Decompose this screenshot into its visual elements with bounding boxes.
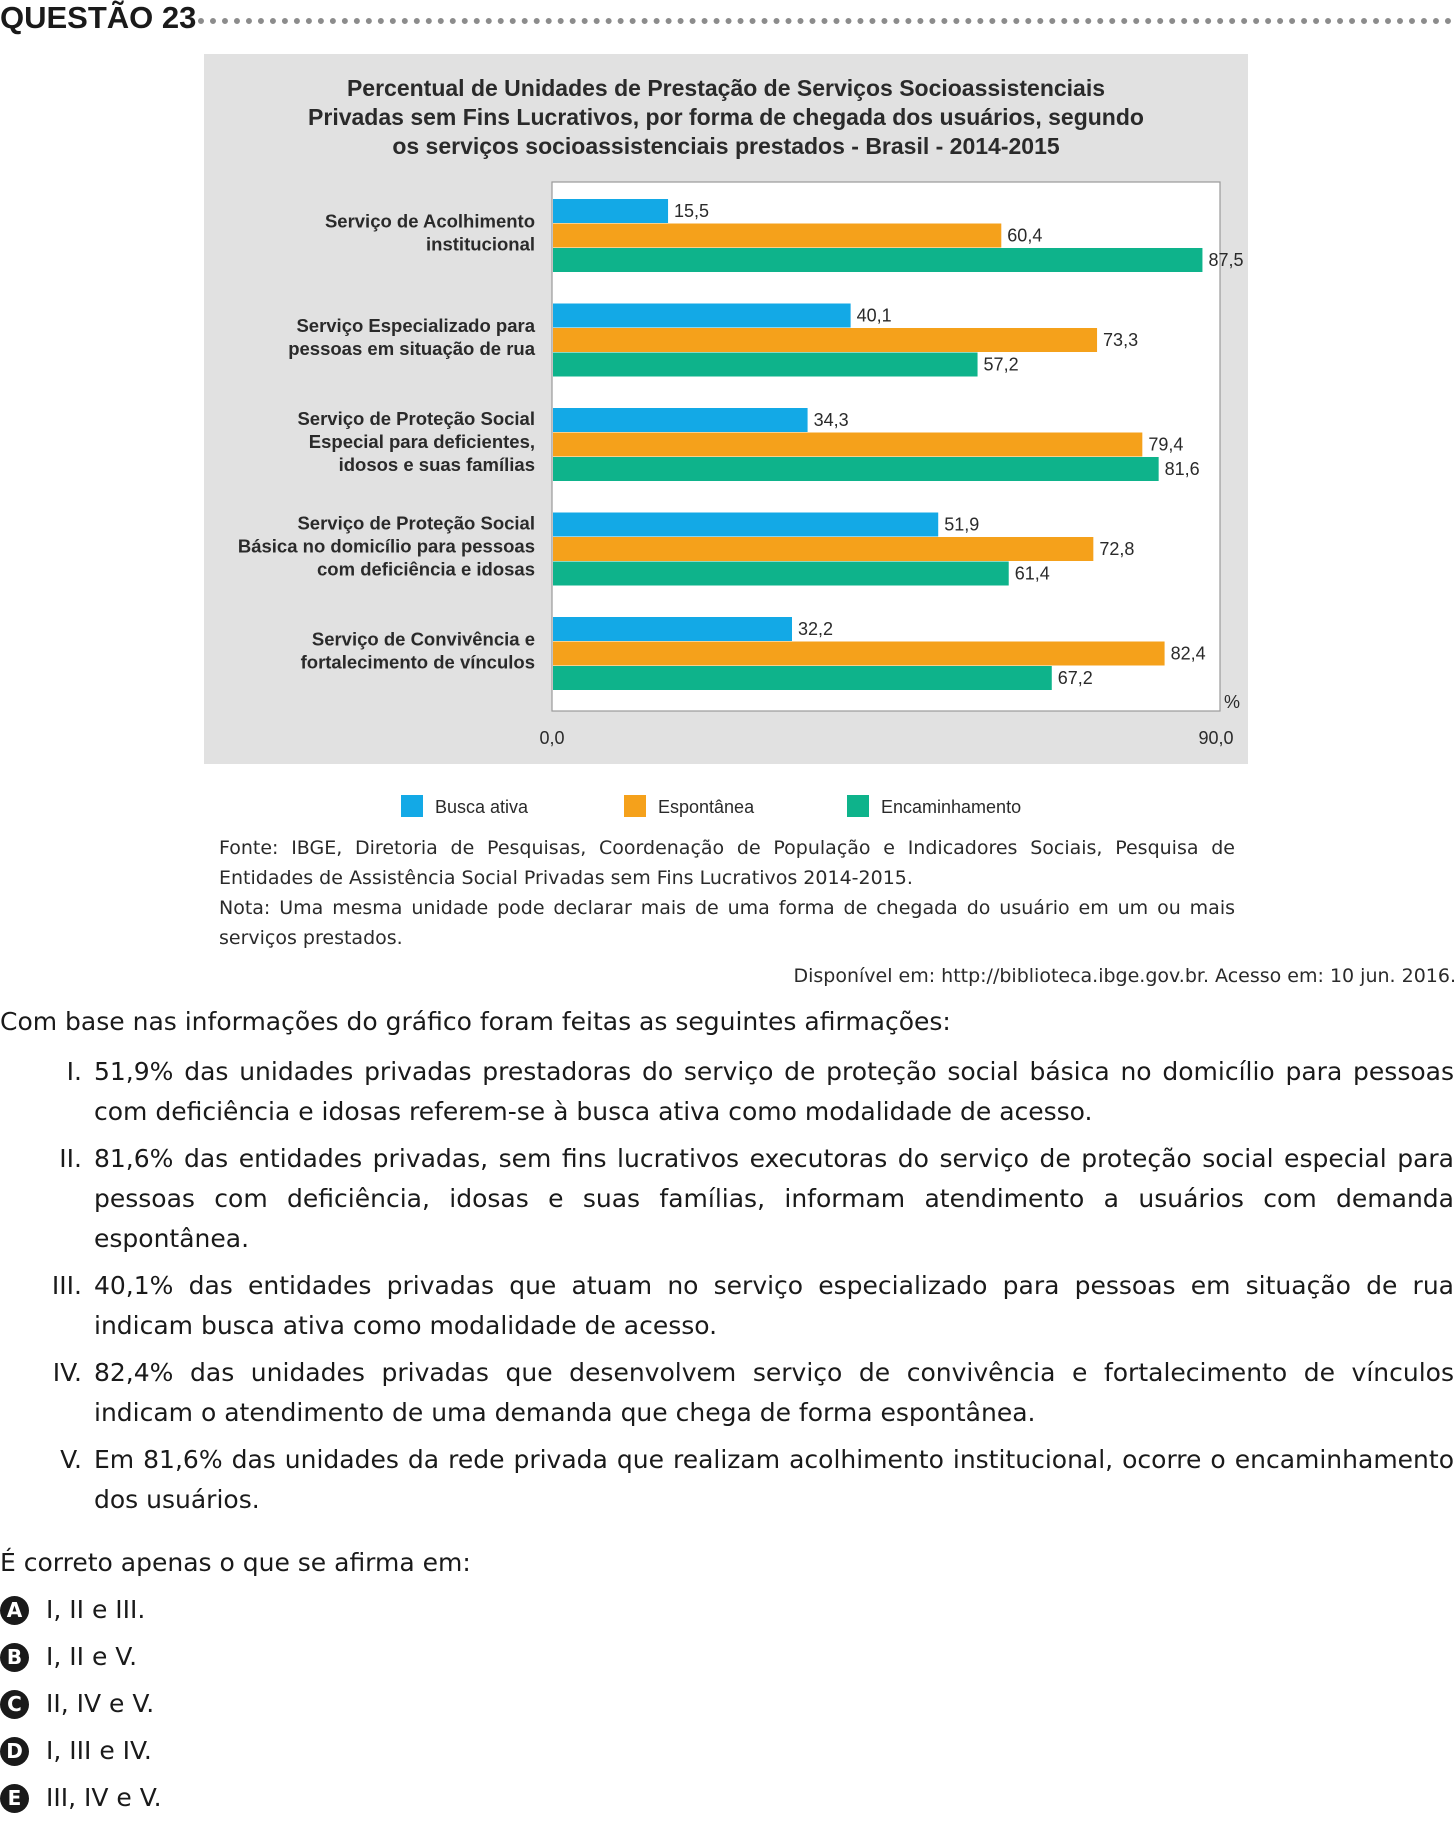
category-label: Serviço de Proteção Social: [297, 408, 535, 429]
question-intro: Com base nas informações do gráfico fora…: [0, 1007, 951, 1036]
statement-v: V. Em 81,6% das unidades da rede privada…: [0, 1440, 1456, 1520]
option-letter-d: D: [0, 1737, 29, 1766]
data-label: 15,5: [674, 201, 709, 221]
statement-ii: II. 81,6% das entidades privadas, sem fi…: [0, 1139, 1456, 1259]
bar-espontanea: [553, 432, 1143, 457]
data-label: 32,2: [798, 619, 833, 639]
data-label: 81,6: [1165, 459, 1200, 479]
option-text-c: II, IV e V.: [46, 1689, 155, 1718]
source-nota: Nota: Uma mesma unidade pode declarar ma…: [219, 897, 1235, 949]
option-text-a: I, II e III.: [46, 1595, 146, 1624]
data-label: 73,3: [1103, 330, 1138, 350]
bar-busca-ativa: [553, 617, 792, 641]
source-fonte: Fonte: IBGE, Diretoria de Pesquisas, Coo…: [219, 837, 1235, 889]
category-label: idosos e suas famílias: [339, 454, 535, 475]
bar-encaminhamento: [553, 352, 978, 377]
chart-title: Percentual de Unidades de Prestação de S…: [204, 74, 1248, 161]
option-text-d: I, III e IV.: [46, 1736, 152, 1765]
statement-text: 82,4% das unidades privadas que desenvol…: [94, 1358, 1454, 1427]
statement-number: I.: [66, 1057, 82, 1086]
statement-i: I. 51,9% das unidades privadas prestador…: [0, 1052, 1456, 1132]
bar-espontanea: [553, 223, 1002, 248]
bar-encaminhamento: [553, 561, 1009, 586]
option-text-b: I, II e V.: [46, 1642, 138, 1671]
bar-encaminhamento: [553, 666, 1052, 690]
statement-list: I. 51,9% das unidades privadas prestador…: [0, 1052, 1456, 1527]
option-letter-c: C: [0, 1690, 29, 1719]
category-label: fortalecimento de vínculos: [301, 651, 535, 672]
question-header: QUESTÃO 23: [0, 0, 1456, 40]
option-letter-a: A: [0, 1596, 29, 1625]
chart-source: Fonte: IBGE, Diretoria de Pesquisas, Coo…: [219, 833, 1235, 953]
legend-label-espontanea: Espontânea: [658, 797, 755, 817]
data-label: 51,9: [944, 515, 979, 535]
unit-label: %: [1224, 692, 1240, 712]
statement-number: IV.: [52, 1358, 82, 1387]
data-label: 79,4: [1148, 435, 1183, 455]
chart-title-line-2: Privadas sem Fins Lucrativos, por forma …: [308, 104, 1144, 130]
statement-text: Em 81,6% das unidades da rede privada qu…: [94, 1445, 1454, 1514]
data-label: 60,4: [1007, 226, 1042, 246]
legend-label-busca-ativa: Busca ativa: [435, 797, 529, 817]
category-label: Serviço de Acolhimento: [325, 210, 535, 231]
data-label: 40,1: [857, 306, 892, 326]
chart-title-line-3: os serviços socioassistenciais prestados…: [392, 133, 1060, 159]
bar-encaminhamento: [553, 248, 1203, 272]
bar-busca-ativa: [553, 408, 808, 432]
bar-espontanea: [553, 328, 1098, 352]
category-label: Especial para deficientes,: [309, 431, 535, 452]
data-label: 82,4: [1171, 644, 1206, 664]
dotted-separator: [198, 18, 1452, 24]
chart-panel: Percentual de Unidades de Prestação de S…: [204, 54, 1248, 764]
option-letter-b: B: [0, 1643, 29, 1672]
statement-text: 81,6% das entidades privadas, sem fins l…: [94, 1144, 1454, 1253]
statement-number: II.: [59, 1144, 82, 1173]
option-letter-e: E: [0, 1784, 29, 1813]
statement-text: 40,1% das entidades privadas que atuam n…: [94, 1271, 1454, 1340]
data-label: 67,2: [1058, 668, 1093, 688]
x-tick-label-min: 0,0: [539, 728, 564, 748]
x-tick-label-max: 90,0: [1198, 728, 1233, 748]
chart-legend: Busca ativa Espontânea Encaminhamento: [0, 795, 1456, 825]
question-title: QUESTÃO 23: [0, 0, 197, 35]
bar-busca-ativa: [553, 303, 851, 328]
legend-swatch-encaminhamento: [847, 795, 869, 817]
data-label: 57,2: [984, 355, 1019, 375]
statement-text: 51,9% das unidades privadas prestadoras …: [94, 1057, 1454, 1126]
legend-label-encaminhamento: Encaminhamento: [881, 797, 1022, 817]
bar-espontanea: [553, 641, 1165, 666]
chart-title-line-1: Percentual de Unidades de Prestação de S…: [346, 75, 1106, 101]
statement-number: III.: [51, 1271, 82, 1300]
category-label: pessoas em situação de rua: [288, 338, 535, 359]
legend-swatch-busca-ativa: [401, 795, 423, 817]
bar-busca-ativa: [553, 512, 939, 537]
statement-iv: IV. 82,4% das unidades privadas que dese…: [0, 1353, 1456, 1433]
question-prompt: É correto apenas o que se afirma em:: [0, 1548, 471, 1577]
option-text-e: III, IV e V.: [46, 1783, 162, 1812]
bar-busca-ativa: [553, 199, 669, 223]
data-label: 61,4: [1015, 564, 1050, 584]
bar-espontanea: [553, 537, 1094, 561]
category-label: Serviço de Proteção Social: [297, 512, 535, 533]
category-label: Básica no domicílio para pessoas: [238, 535, 535, 556]
data-label: 72,8: [1099, 539, 1134, 559]
legend-swatch-espontanea: [624, 795, 646, 817]
bar-encaminhamento: [553, 457, 1159, 481]
data-label: 87,5: [1208, 250, 1243, 270]
category-label: institucional: [426, 233, 535, 254]
category-label: Serviço Especializado para: [296, 315, 535, 336]
data-label: 34,3: [814, 410, 849, 430]
statement-iii: III. 40,1% das entidades privadas que at…: [0, 1266, 1456, 1346]
statement-number: V.: [60, 1445, 82, 1474]
category-label: com deficiência e idosas: [317, 558, 535, 579]
category-label: Serviço de Convivência e: [312, 628, 535, 649]
source-available: Disponível em: http://biblioteca.ibge.go…: [793, 965, 1456, 987]
